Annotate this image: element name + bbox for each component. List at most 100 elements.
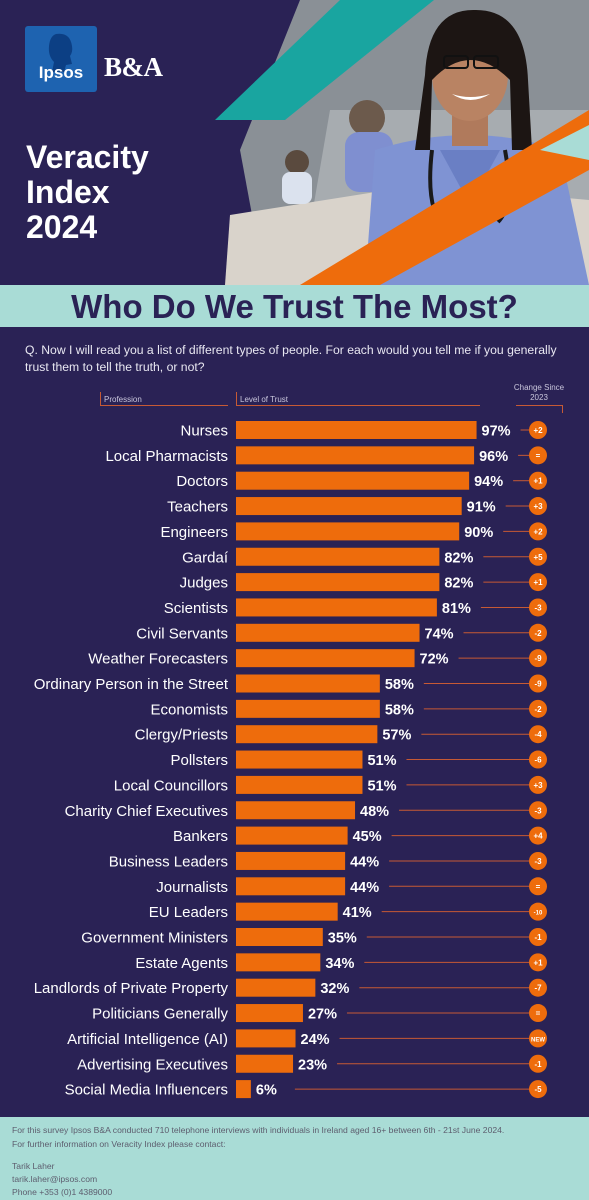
value-label-local-councillors: 51% [367,778,396,794]
teal-stripe [215,0,434,120]
change-badge-local-councillors [529,775,547,794]
change-label-civil-servants: -2 [534,629,542,638]
footer-contact-phone: Phone +353 (0)1 4389000 [12,1187,113,1197]
profession-header: Profession [104,395,142,404]
bar-politicians-generally [236,1004,303,1023]
bar-eu-leaders [236,902,338,921]
value-label-government-ministers: 35% [328,931,357,947]
change-badge-scientists [529,598,547,617]
footer-contact-intro: For further information on Veracity Inde… [12,1139,226,1149]
value-label-estate-agents: 34% [325,956,354,972]
change-label-government-ministers: -1 [534,933,542,942]
category-label-social-media-influencers: Social Media Influencers [65,1082,228,1099]
bar-scientists [236,598,437,617]
change-badge-engineers [529,522,547,541]
subtitle-band: Who Do We Trust The Most? [0,285,589,327]
category-label-charity-chief-executives: Charity Chief Executives [65,803,228,820]
category-label-teachers: Teachers [167,499,228,516]
change-badge-politicians-generally [529,1004,547,1023]
change-badge-weather-forecasters [529,649,547,668]
category-label-artificial-intelligence-ai: Artificial Intelligence (AI) [67,1031,228,1048]
bar-pollsters [236,750,363,769]
change-badge-economists [529,699,547,718]
value-label-civil-servants: 74% [425,626,454,642]
level-header-rule [236,405,480,406]
change-label-advertising-executives: -1 [534,1060,542,1069]
bar-teachers [236,497,462,516]
value-label-politicians-generally: 27% [308,1007,337,1023]
change-label-bankers: +4 [533,832,543,841]
value-label-artificial-intelligence-ai: 24% [301,1032,330,1048]
bar-ordinary-person-in-the-street [236,674,380,693]
hair-shape [415,9,532,150]
category-label-nurses: Nurses [180,423,228,440]
change-label-doctors: +1 [533,477,543,486]
footer: For this survey Ipsos B&A conducted 710 … [0,1117,589,1200]
orange-stripe [300,110,589,285]
title-line-3: 2024 [26,209,98,245]
category-label-garda: Gardaí [182,549,229,566]
category-label-engineers: Engineers [160,524,228,541]
footer-methodology: For this survey Ipsos B&A conducted 710 … [12,1125,505,1135]
footer-contact-name: Tarik Laher [12,1161,55,1171]
value-label-judges: 82% [444,576,473,592]
category-label-journalists: Journalists [156,879,228,896]
change-badge-judges [529,573,547,592]
bar-local-pharmacists [236,446,475,465]
value-label-bankers: 45% [353,829,382,845]
change-label-ordinary-person-in-the-street: -9 [534,680,542,689]
hero-photo [215,0,589,285]
change-label-weather-forecasters: -9 [534,654,542,663]
ipsos-logo: Ipsos [25,26,97,92]
change-badge-business-leaders [529,851,547,870]
profession-header-rule [100,405,228,406]
category-label-weather-forecasters: Weather Forecasters [88,651,228,668]
change-label-economists: -2 [534,705,542,714]
category-label-landlords-of-private-property: Landlords of Private Property [34,980,229,997]
change-label-judges: +1 [533,578,543,587]
value-label-local-pharmacists: 96% [479,449,508,465]
value-label-pollsters: 51% [367,753,396,769]
value-label-business-leaders: 44% [350,854,379,870]
level-header-tick [236,392,237,405]
change-label-teachers: +3 [533,502,543,511]
title-line-1: Veracity [26,139,149,175]
bar-garda [236,547,440,566]
bar-business-leaders [236,851,346,870]
bar-landlords-of-private-property [236,978,316,997]
ba-logo: B&A [104,52,163,82]
title-line-2: Index [26,174,110,210]
change-badge-landlords-of-private-property [529,978,547,997]
category-label-politicians-generally: Politicians Generally [92,1006,228,1023]
footer-contact-email: tarik.laher@ipsos.com [12,1174,98,1184]
change-label-estate-agents: +1 [533,958,543,967]
value-label-scientists: 81% [442,601,471,617]
bar-journalists [236,877,346,896]
trust-bar-chart: Nurses 97% +2 Local Pharmacists 96% = Doctors 9… [34,421,547,1099]
change-header-tick [562,405,563,413]
bar-artificial-intelligence-ai [236,1029,296,1048]
chart-title: Who Do We Trust The Most? [71,288,518,325]
change-badge-garda [529,547,547,566]
change-label-garda: +5 [533,553,543,562]
value-label-journalists: 44% [350,880,379,896]
category-label-business-leaders: Business Leaders [109,853,228,870]
ipsos-wordmark: Ipsos [38,63,84,82]
category-label-local-councillors: Local Councillors [114,777,228,794]
change-label-charity-chief-executives: -3 [534,806,542,815]
change-label-engineers: +2 [533,527,543,536]
value-label-landlords-of-private-property: 32% [320,981,349,997]
category-label-government-ministers: Government Ministers [81,930,228,947]
value-label-weather-forecasters: 72% [420,652,449,668]
value-label-social-media-influencers: 6% [256,1083,277,1099]
value-label-garda: 82% [444,550,473,566]
change-badge-local-pharmacists [529,446,547,465]
value-label-engineers: 90% [464,525,493,541]
value-label-clergy-priests: 57% [382,728,411,744]
bar-bankers [236,826,348,845]
change-badge-advertising-executives [529,1054,547,1073]
category-label-doctors: Doctors [176,473,228,490]
change-badge-nurses [529,421,547,439]
change-label-landlords-of-private-property: -7 [534,984,542,993]
category-label-bankers: Bankers [173,828,228,845]
